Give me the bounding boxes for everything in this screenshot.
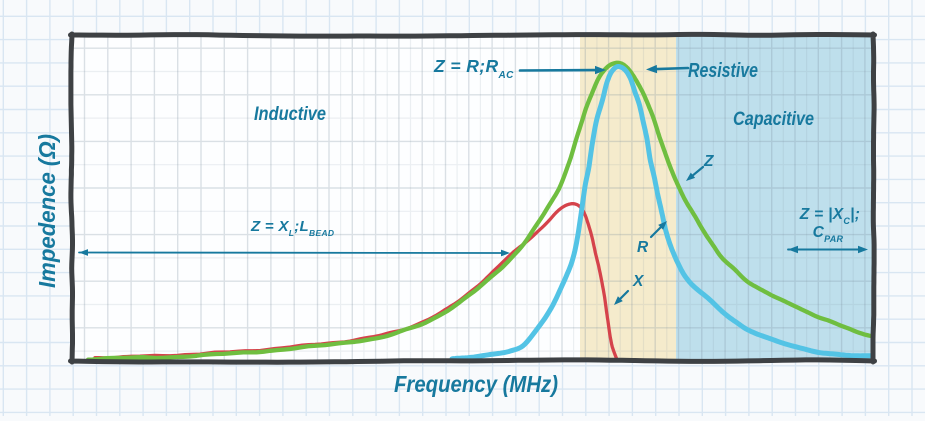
svg-text:Resistive: Resistive: [688, 60, 758, 82]
svg-text:Capacitive: Capacitive: [733, 109, 814, 130]
svg-text:R: R: [637, 239, 649, 256]
svg-text:Inductive: Inductive: [254, 104, 326, 125]
svg-text:Z: Z: [703, 153, 714, 170]
svg-text:Frequency (MHz): Frequency (MHz): [394, 371, 558, 397]
svg-text:X: X: [632, 273, 645, 290]
svg-text:Impedence (Ω): Impedence (Ω): [34, 134, 60, 288]
